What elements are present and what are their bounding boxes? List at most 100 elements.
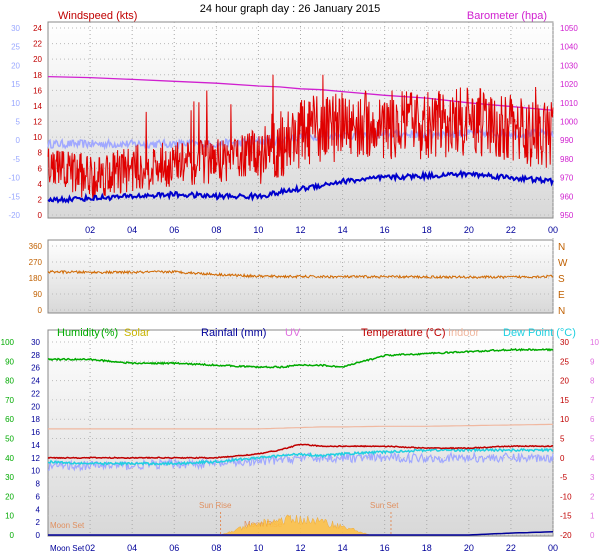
indoor-tick-label: 8: [36, 480, 41, 489]
windspeed-tick-label: 0: [38, 211, 43, 220]
barometer-tick-label: 970: [560, 174, 574, 183]
temp-scale-tick-label: -10: [8, 174, 20, 183]
humidity-tick-label: 90: [5, 357, 14, 366]
data-series: [47, 74, 554, 536]
temp-scale-tick-label: -15: [8, 192, 20, 201]
temperature-tick-label: 30: [560, 338, 569, 347]
temperature-tick-label: 15: [560, 396, 569, 405]
barometer-tick-label: 1050: [560, 24, 578, 33]
indoor-tick-label: 28: [31, 351, 40, 360]
wind-direction-line: [47, 269, 554, 280]
windspeed-line: [47, 74, 554, 199]
indoor-tick-label: 4: [36, 505, 41, 514]
x-tick-label: 00: [548, 225, 558, 235]
uv-tick-label: 3: [590, 473, 595, 482]
barometer-tick-label: 1000: [560, 118, 578, 127]
compass-tick-label: N: [558, 306, 565, 317]
x-tick-label: 18: [422, 225, 432, 235]
x-tick-label: 20: [464, 225, 474, 235]
compass-tick-label: S: [558, 274, 565, 285]
windspeed-tick-label: 2: [38, 195, 43, 204]
humidity-tick-label: 70: [5, 396, 14, 405]
uv-tick-label: 1: [590, 512, 595, 521]
temperature-tick-label: 20: [560, 377, 569, 386]
indoor-tick-label: 24: [31, 377, 40, 386]
indoor-tick-label: 16: [31, 428, 40, 437]
uv-tick-label: 6: [590, 415, 595, 424]
windspeed-tick-label: 24: [33, 24, 42, 33]
barometer-tick-label: 1030: [560, 61, 578, 70]
solar-area: [220, 514, 370, 536]
humidity-tick-label: 50: [5, 435, 14, 444]
temp-scale-tick-label: -20: [8, 211, 20, 220]
x-tick-label: 08: [211, 225, 221, 235]
x-tick-label: 02: [85, 543, 95, 553]
compass-tick-label: N: [558, 242, 565, 253]
barometer-axis-label: Barometer (hpa): [467, 10, 547, 22]
wind-direction-tick-label: 0: [38, 306, 43, 315]
x-tick-label: 14: [338, 225, 348, 235]
uv-tick-label: 2: [590, 492, 595, 501]
windspeed-axis-label: Windspeed (kts): [58, 10, 137, 22]
temp-scale-tick-label: 30: [11, 24, 20, 33]
indoor-tick-label: 22: [31, 389, 40, 398]
temperature-label: Temperature (°C): [361, 327, 445, 339]
uv-tick-label: 5: [590, 435, 595, 444]
temperature-tick-label: -5: [560, 473, 568, 482]
humidity-tick-label: 40: [5, 454, 14, 463]
x-tick-label: 22: [506, 543, 516, 553]
uv-tick-label: 7: [590, 396, 595, 405]
windspeed-tick-label: 14: [33, 102, 42, 111]
humidity-tick-label: 20: [5, 492, 14, 501]
panel3-light-blue-line: [47, 450, 554, 472]
x-tick-label: 12: [295, 225, 305, 235]
wind-direction-tick-label: 360: [29, 242, 43, 251]
barometer-tick-label: 1010: [560, 99, 578, 108]
temperature-tick-label: 0: [560, 454, 565, 463]
indoor-tick-label: 26: [31, 364, 40, 373]
indoor-tick-label: 18: [31, 415, 40, 424]
temp-scale-tick-label: 0: [16, 136, 21, 145]
windspeed-tick-label: 8: [38, 149, 43, 158]
dewpoint-line: [47, 447, 554, 467]
indoor-temperature-line: [48, 423, 554, 430]
uv-label: UV: [285, 327, 301, 339]
humidity-tick-label: 0: [10, 531, 15, 540]
barometer-line: [47, 75, 554, 111]
humidity-tick-label: 30: [5, 473, 14, 482]
x-tick-label: 10: [253, 543, 263, 553]
indoor-tick-label: 20: [31, 402, 40, 411]
barometer-tick-label: 1040: [560, 43, 578, 52]
x-tick-label: 06: [169, 225, 179, 235]
indoor-tick-label: 14: [31, 441, 40, 450]
moon-set-event-label: Moon Set: [50, 521, 85, 530]
compass-tick-label: W: [558, 258, 568, 269]
temp-scale-tick-label: 10: [11, 99, 20, 108]
barometer-tick-label: 1020: [560, 80, 578, 89]
axis-ticks: 0202040406060808101012121414161618182020…: [1, 24, 600, 553]
x-tick-label: 04: [127, 225, 137, 235]
uv-tick-label: 4: [590, 454, 595, 463]
x-tick-label: 10: [253, 225, 263, 235]
barometer-tick-label: 990: [560, 136, 574, 145]
x-tick-label: 02: [85, 225, 95, 235]
solar-label: Solar: [124, 327, 150, 339]
temperature-tick-label: -20: [560, 531, 572, 540]
chart-title: 24 hour graph day : 26 January 2015: [200, 3, 380, 15]
compass-tick-label: E: [558, 290, 565, 301]
panel1-blue-line: [47, 169, 554, 204]
x-tick-label: 00: [548, 543, 558, 553]
x-tick-label: 14: [338, 543, 348, 553]
windspeed-tick-label: 6: [38, 164, 43, 173]
x-tick-label: 22: [506, 225, 516, 235]
indoor-label: Indoor: [448, 327, 480, 339]
humidity-label: Humidity: [57, 327, 100, 339]
windspeed-tick-label: 18: [33, 71, 42, 80]
indoor-tick-label: 10: [31, 467, 40, 476]
indoor-tick-label: 12: [31, 454, 40, 463]
x-tick-label: 04: [127, 543, 137, 553]
windspeed-tick-label: 16: [33, 86, 42, 95]
humidity-tick-label: 10: [5, 512, 14, 521]
x-tick-label: 20: [464, 543, 474, 553]
